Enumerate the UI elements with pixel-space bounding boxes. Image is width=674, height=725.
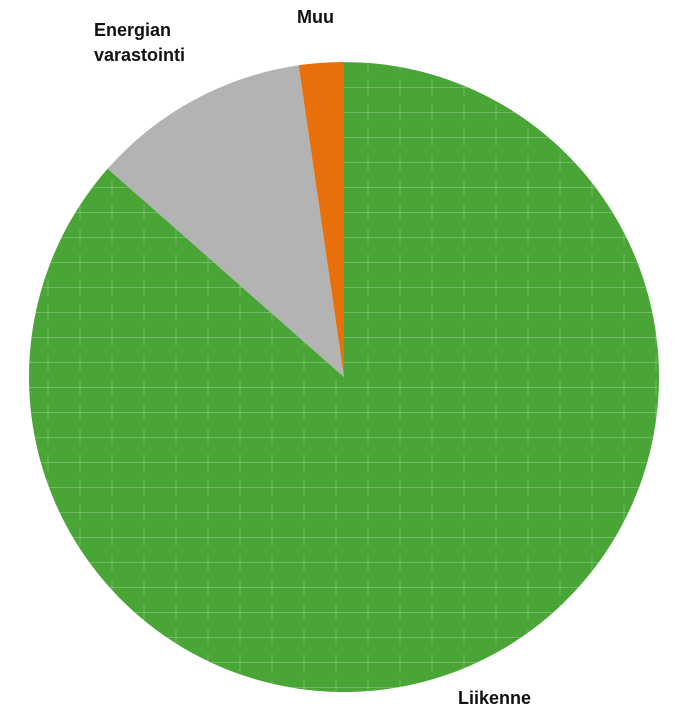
pie-slice-pattern-liikenne	[29, 62, 660, 692]
pie-slices	[29, 62, 660, 692]
slice-label-energian-varastointi: Energian varastointi	[94, 20, 185, 65]
pie-slice-energian-varastointi	[107, 65, 344, 378]
pie-labels: Liikenne Energian varastointi Muu	[94, 7, 531, 708]
slice-label-muu: Muu	[297, 7, 334, 27]
slice-label-liikenne: Liikenne	[458, 688, 531, 708]
pie-slice-muu	[298, 62, 344, 377]
